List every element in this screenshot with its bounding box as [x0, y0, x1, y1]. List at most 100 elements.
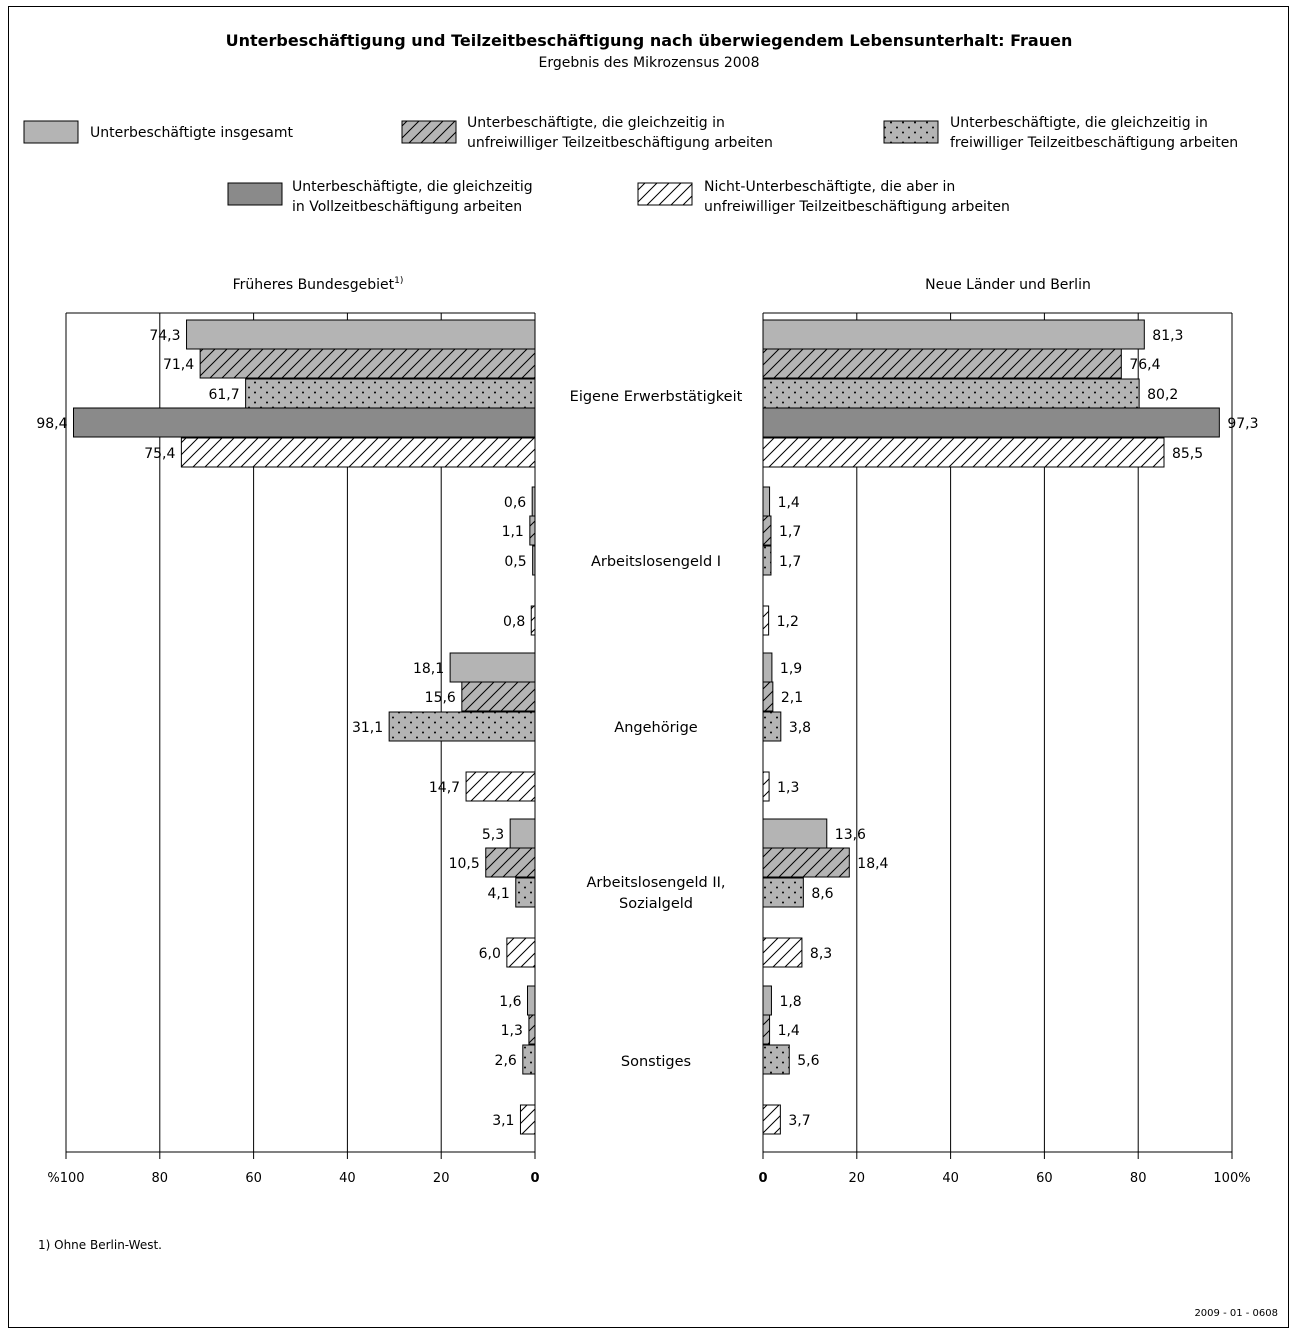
bar-value-label: 1,4	[778, 1023, 800, 1039]
category-label: Arbeitslosengeld II,	[587, 875, 726, 891]
bar-value-label: 1,3	[777, 780, 799, 796]
bar-s4	[762, 407, 1220, 438]
bar-value-label: 1,9	[780, 661, 802, 677]
legend-label-s1: Unterbeschäftigte insgesamt	[90, 125, 293, 141]
tick-label: 60	[1036, 1171, 1053, 1186]
legend-label-s5: Nicht-Unterbeschäftigte, die aber in	[704, 179, 955, 195]
bar-s1	[449, 652, 536, 683]
bar-s5	[762, 605, 770, 636]
bar-value-label: 13,6	[835, 827, 866, 843]
category-label: Arbeitslosengeld I	[591, 554, 721, 570]
bar-s3	[762, 711, 782, 742]
bar-value-label: 1,4	[778, 495, 800, 511]
bar-s2	[528, 1014, 536, 1045]
bar-s3	[245, 378, 536, 409]
tick-label: 0	[758, 1171, 767, 1186]
legend: Unterbeschäftigte insgesamt Unterbeschäft…	[23, 115, 1238, 215]
bar-s1	[762, 319, 1145, 350]
legend-label-s4: in Vollzeitbeschäftigung arbeiten	[292, 199, 522, 215]
bar-s3	[522, 1044, 536, 1075]
chart-title: Unterbeschäftigung und Teilzeitbeschäfti…	[226, 31, 1073, 50]
bar-s5	[762, 437, 1165, 468]
category-label: Sonstiges	[621, 1054, 691, 1070]
bar-value-label: 14,7	[429, 780, 460, 796]
bar-s3	[388, 711, 536, 742]
bar-s2	[762, 515, 772, 546]
bar-value-label: 98,4	[36, 416, 67, 432]
tick-label: 60	[245, 1171, 262, 1186]
bar-value-label: 80,2	[1147, 387, 1178, 403]
bar-s1	[762, 985, 772, 1016]
bar-s2	[485, 847, 536, 878]
bar-s3	[762, 877, 804, 908]
tick-label: 80	[1130, 1171, 1147, 1186]
bar-value-label: 3,8	[789, 720, 811, 736]
bar-s3	[762, 378, 1140, 409]
bar-value-label: 18,4	[857, 856, 888, 872]
bar-value-label: 18,1	[413, 661, 444, 677]
bar-value-label: 61,7	[208, 387, 239, 403]
bar-value-label: 4,1	[488, 886, 510, 902]
panel-title-east: Neue Länder und Berlin	[925, 277, 1091, 293]
bar-s1	[762, 818, 828, 849]
tick-label: 40	[942, 1171, 959, 1186]
category-label: Angehörige	[614, 720, 697, 736]
bar-value-label: 1,8	[779, 994, 801, 1010]
bar-value-label: 0,8	[503, 614, 525, 630]
bar-value-label: 1,3	[501, 1023, 523, 1039]
bar-value-label: 81,3	[1152, 328, 1183, 344]
legend-swatch-s5	[637, 182, 693, 206]
legend-label-s4: Unterbeschäftigte, die gleichzeitig	[292, 179, 533, 195]
bar-value-label: 1,7	[779, 524, 801, 540]
chart-subtitle: Ergebnis des Mikrozensus 2008	[539, 55, 760, 71]
legend-label-s3: freiwilliger Teilzeitbeschäftigung arbei…	[950, 135, 1238, 151]
bar-value-label: 75,4	[144, 446, 175, 462]
panel-west: %100 80 60 40 20 0 74,3 71,4 61,7 98,4 75,4 0,6 1,1 0…	[36, 312, 540, 1186]
bar-s1	[509, 818, 536, 849]
bar-value-label: 0,6	[504, 495, 526, 511]
bar-value-label: 71,4	[163, 357, 194, 373]
category-labels: Eigene Erwerbstätigkeit Arbeitslosengeld …	[570, 389, 743, 1070]
bar-value-label: 8,3	[810, 946, 832, 962]
bar-s4	[73, 407, 536, 438]
bar-value-label: 2,6	[495, 1053, 517, 1069]
bar-value-label: 3,1	[492, 1113, 514, 1129]
bar-s3	[532, 545, 536, 576]
bar-value-label: 15,6	[425, 690, 456, 706]
panel-east: 0 20 40 60 80 100% 81,3 76,4 80,2 97,3 85,5 1,4 1,7 1…	[758, 312, 1259, 1186]
bar-value-label: 97,3	[1227, 416, 1258, 432]
legend-label-s5: unfreiwilliger Teilzeitbeschäftigung arb…	[704, 199, 1010, 215]
legend-swatch-s2	[401, 120, 457, 144]
bar-s2	[762, 1014, 771, 1045]
bar-value-label: 0,5	[504, 554, 526, 570]
bar-s1	[762, 652, 773, 683]
bar-s2	[762, 681, 774, 712]
chart-frame	[8, 6, 1289, 1328]
bar-value-label: 5,3	[482, 827, 504, 843]
bar-s1	[531, 486, 536, 517]
bar-value-label: 1,7	[779, 554, 801, 570]
bar-value-label: 6,0	[479, 946, 501, 962]
bar-s2	[199, 348, 536, 379]
bar-s5	[519, 1104, 536, 1135]
bar-value-label: 74,3	[149, 328, 180, 344]
bar-value-label: 76,4	[1129, 357, 1160, 373]
bar-value-label: 1,6	[499, 994, 521, 1010]
bar-s2	[461, 681, 536, 712]
category-label: Sozialgeld	[619, 896, 693, 912]
bar-value-label: 1,2	[777, 614, 799, 630]
bar-value-label: 1,1	[502, 524, 524, 540]
bar-s3	[515, 877, 536, 908]
legend-label-s2: unfreiwilliger Teilzeitbeschäftigung arb…	[467, 135, 773, 151]
footnote: 1) Ohne Berlin-West.	[38, 1238, 162, 1252]
bar-s5	[762, 937, 803, 968]
bar-s2	[762, 847, 850, 878]
bar-s5	[762, 1104, 781, 1135]
tick-label: %100	[47, 1171, 84, 1186]
legend-swatch-s1	[23, 120, 79, 144]
bar-value-label: 10,5	[449, 856, 480, 872]
tick-label: 20	[849, 1171, 866, 1186]
legend-label-s2: Unterbeschäftigte, die gleichzeitig in	[467, 115, 725, 131]
bar-s1	[762, 486, 771, 517]
